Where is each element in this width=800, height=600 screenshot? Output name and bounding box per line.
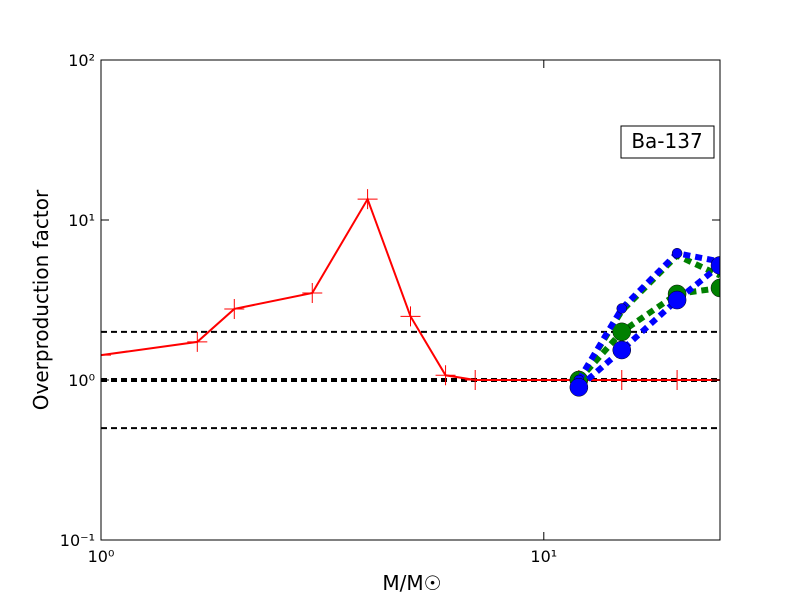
y-tick-label: 10¹	[68, 211, 95, 230]
annotation: Ba-137	[631, 129, 702, 153]
marker	[612, 340, 632, 360]
series-line	[576, 249, 720, 382]
x-tick-label: 10¹	[530, 547, 557, 566]
annotation-box	[620, 125, 715, 159]
y-axis-label: Overproduction factor	[29, 189, 53, 410]
y-tick-label: 10⁰	[68, 371, 95, 390]
series-line	[576, 263, 720, 390]
marker	[710, 256, 720, 275]
series-line	[576, 251, 720, 382]
marker	[710, 278, 720, 298]
marker	[667, 370, 688, 390]
marker	[667, 290, 687, 310]
x-tick-label: 10⁰	[88, 547, 115, 566]
plot-area	[101, 189, 720, 430]
y-tick-label: 10⁻¹	[60, 531, 95, 550]
plot-frame	[100, 59, 721, 541]
marker	[224, 298, 245, 319]
marker	[400, 306, 421, 327]
marker	[187, 331, 208, 352]
marker	[435, 365, 456, 386]
marker	[569, 378, 589, 397]
marker	[357, 189, 378, 210]
x-axis-label: M/M☉	[382, 571, 441, 595]
marker	[302, 282, 323, 303]
marker	[671, 247, 683, 259]
marker	[465, 370, 486, 390]
marker	[616, 303, 628, 314]
series-line	[576, 284, 720, 382]
marker	[101, 345, 111, 366]
marker	[611, 370, 632, 390]
y-tick-label: 10²	[68, 51, 95, 70]
